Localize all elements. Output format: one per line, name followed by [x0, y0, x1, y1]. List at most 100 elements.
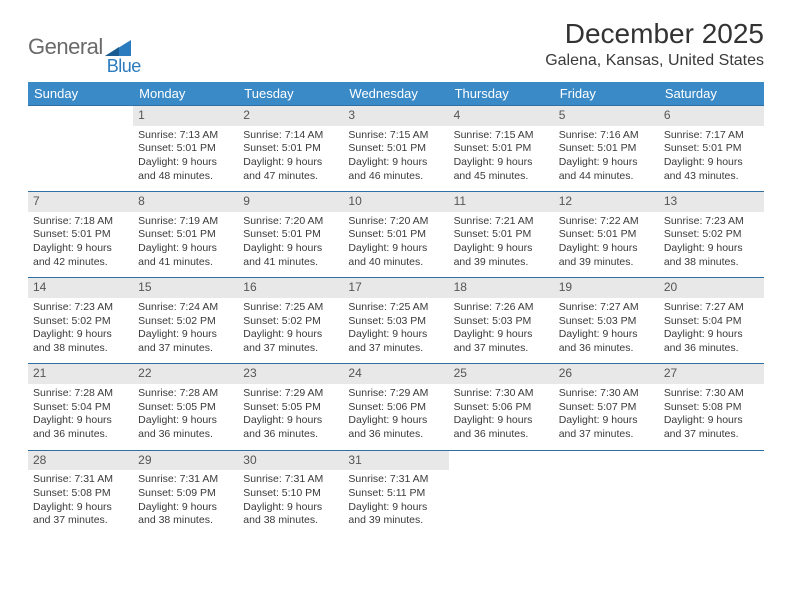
- sunrise-line: Sunrise: 7:31 AM: [348, 473, 443, 487]
- month-title: December 2025: [545, 18, 764, 50]
- day-details: Sunrise: 7:23 AMSunset: 5:02 PMDaylight:…: [659, 212, 764, 278]
- day-number: 5: [554, 106, 659, 126]
- sunset-line: Sunset: 5:01 PM: [243, 228, 338, 242]
- daylight-line: Daylight: 9 hours and 40 minutes.: [348, 242, 443, 269]
- sunset-line: Sunset: 5:01 PM: [348, 228, 443, 242]
- sunset-line: Sunset: 5:02 PM: [33, 315, 128, 329]
- day-details: Sunrise: 7:31 AMSunset: 5:11 PMDaylight:…: [343, 470, 448, 536]
- sunset-line: Sunset: 5:05 PM: [138, 401, 233, 415]
- calendar-cell: 27Sunrise: 7:30 AMSunset: 5:08 PMDayligh…: [659, 364, 764, 450]
- day-details: Sunrise: 7:29 AMSunset: 5:06 PMDaylight:…: [343, 384, 448, 450]
- calendar-cell: [449, 450, 554, 536]
- day-number: 23: [238, 364, 343, 384]
- daylight-line: Daylight: 9 hours and 38 minutes.: [138, 501, 233, 528]
- day-details: Sunrise: 7:23 AMSunset: 5:02 PMDaylight:…: [28, 298, 133, 364]
- daylight-line: Daylight: 9 hours and 36 minutes.: [664, 328, 759, 355]
- calendar-cell: [28, 106, 133, 192]
- day-number: 14: [28, 278, 133, 298]
- daylight-line: Daylight: 9 hours and 37 minutes.: [348, 328, 443, 355]
- sunset-line: Sunset: 5:02 PM: [138, 315, 233, 329]
- sunrise-line: Sunrise: 7:23 AM: [33, 301, 128, 315]
- day-number: 4: [449, 106, 554, 126]
- day-number: 12: [554, 192, 659, 212]
- sunrise-line: Sunrise: 7:13 AM: [138, 129, 233, 143]
- day-details: Sunrise: 7:27 AMSunset: 5:04 PMDaylight:…: [659, 298, 764, 364]
- logo: General Blue: [28, 18, 139, 67]
- daylight-line: Daylight: 9 hours and 36 minutes.: [33, 414, 128, 441]
- day-details: Sunrise: 7:14 AMSunset: 5:01 PMDaylight:…: [238, 126, 343, 192]
- calendar-cell: 9Sunrise: 7:20 AMSunset: 5:01 PMDaylight…: [238, 192, 343, 278]
- daylight-line: Daylight: 9 hours and 37 minutes.: [243, 328, 338, 355]
- sunset-line: Sunset: 5:01 PM: [454, 228, 549, 242]
- sunset-line: Sunset: 5:09 PM: [138, 487, 233, 501]
- daylight-line: Daylight: 9 hours and 47 minutes.: [243, 156, 338, 183]
- sunrise-line: Sunrise: 7:27 AM: [559, 301, 654, 315]
- day-details: Sunrise: 7:26 AMSunset: 5:03 PMDaylight:…: [449, 298, 554, 364]
- day-details: Sunrise: 7:17 AMSunset: 5:01 PMDaylight:…: [659, 126, 764, 192]
- day-number: 7: [28, 192, 133, 212]
- sunrise-line: Sunrise: 7:20 AM: [243, 215, 338, 229]
- day-number: 3: [343, 106, 448, 126]
- day-number: 31: [343, 451, 448, 471]
- calendar-header-row: SundayMondayTuesdayWednesdayThursdayFrid…: [28, 82, 764, 106]
- sunset-line: Sunset: 5:06 PM: [348, 401, 443, 415]
- sunrise-line: Sunrise: 7:28 AM: [33, 387, 128, 401]
- sunrise-line: Sunrise: 7:22 AM: [559, 215, 654, 229]
- day-details: Sunrise: 7:28 AMSunset: 5:05 PMDaylight:…: [133, 384, 238, 450]
- daylight-line: Daylight: 9 hours and 36 minutes.: [138, 414, 233, 441]
- calendar-row: 28Sunrise: 7:31 AMSunset: 5:08 PMDayligh…: [28, 450, 764, 536]
- calendar-cell: 26Sunrise: 7:30 AMSunset: 5:07 PMDayligh…: [554, 364, 659, 450]
- logo-text-blue: Blue: [107, 36, 141, 77]
- daylight-line: Daylight: 9 hours and 43 minutes.: [664, 156, 759, 183]
- day-details: Sunrise: 7:20 AMSunset: 5:01 PMDaylight:…: [238, 212, 343, 278]
- sunrise-line: Sunrise: 7:23 AM: [664, 215, 759, 229]
- day-number: 25: [449, 364, 554, 384]
- sunrise-line: Sunrise: 7:21 AM: [454, 215, 549, 229]
- calendar-row: 21Sunrise: 7:28 AMSunset: 5:04 PMDayligh…: [28, 364, 764, 450]
- day-details: Sunrise: 7:22 AMSunset: 5:01 PMDaylight:…: [554, 212, 659, 278]
- calendar-cell: 3Sunrise: 7:15 AMSunset: 5:01 PMDaylight…: [343, 106, 448, 192]
- day-header-friday: Friday: [554, 82, 659, 106]
- day-details: Sunrise: 7:21 AMSunset: 5:01 PMDaylight:…: [449, 212, 554, 278]
- sunrise-line: Sunrise: 7:18 AM: [33, 215, 128, 229]
- sunrise-line: Sunrise: 7:31 AM: [243, 473, 338, 487]
- sunrise-line: Sunrise: 7:19 AM: [138, 215, 233, 229]
- day-details: Sunrise: 7:15 AMSunset: 5:01 PMDaylight:…: [343, 126, 448, 192]
- sunset-line: Sunset: 5:11 PM: [348, 487, 443, 501]
- calendar-cell: [659, 450, 764, 536]
- calendar-cell: 22Sunrise: 7:28 AMSunset: 5:05 PMDayligh…: [133, 364, 238, 450]
- location-subtitle: Galena, Kansas, United States: [545, 52, 764, 70]
- sunset-line: Sunset: 5:01 PM: [33, 228, 128, 242]
- daylight-line: Daylight: 9 hours and 41 minutes.: [138, 242, 233, 269]
- sunset-line: Sunset: 5:01 PM: [348, 142, 443, 156]
- calendar-cell: 14Sunrise: 7:23 AMSunset: 5:02 PMDayligh…: [28, 278, 133, 364]
- calendar-cell: 30Sunrise: 7:31 AMSunset: 5:10 PMDayligh…: [238, 450, 343, 536]
- day-header-saturday: Saturday: [659, 82, 764, 106]
- daylight-line: Daylight: 9 hours and 41 minutes.: [243, 242, 338, 269]
- sunrise-line: Sunrise: 7:14 AM: [243, 129, 338, 143]
- day-details: Sunrise: 7:13 AMSunset: 5:01 PMDaylight:…: [133, 126, 238, 192]
- day-number: 27: [659, 364, 764, 384]
- calendar-cell: 1Sunrise: 7:13 AMSunset: 5:01 PMDaylight…: [133, 106, 238, 192]
- day-number: 24: [343, 364, 448, 384]
- daylight-line: Daylight: 9 hours and 45 minutes.: [454, 156, 549, 183]
- sunset-line: Sunset: 5:01 PM: [454, 142, 549, 156]
- calendar-cell: 19Sunrise: 7:27 AMSunset: 5:03 PMDayligh…: [554, 278, 659, 364]
- sunset-line: Sunset: 5:01 PM: [138, 142, 233, 156]
- sunset-line: Sunset: 5:10 PM: [243, 487, 338, 501]
- day-number: 8: [133, 192, 238, 212]
- day-number: 19: [554, 278, 659, 298]
- day-header-monday: Monday: [133, 82, 238, 106]
- daylight-line: Daylight: 9 hours and 36 minutes.: [559, 328, 654, 355]
- day-number: 13: [659, 192, 764, 212]
- title-block: December 2025 Galena, Kansas, United Sta…: [545, 18, 764, 76]
- sunset-line: Sunset: 5:06 PM: [454, 401, 549, 415]
- sunrise-line: Sunrise: 7:16 AM: [559, 129, 654, 143]
- sunset-line: Sunset: 5:02 PM: [243, 315, 338, 329]
- calendar-cell: 6Sunrise: 7:17 AMSunset: 5:01 PMDaylight…: [659, 106, 764, 192]
- day-number: 15: [133, 278, 238, 298]
- day-number: 22: [133, 364, 238, 384]
- day-number: 26: [554, 364, 659, 384]
- day-details: Sunrise: 7:30 AMSunset: 5:06 PMDaylight:…: [449, 384, 554, 450]
- calendar-cell: 28Sunrise: 7:31 AMSunset: 5:08 PMDayligh…: [28, 450, 133, 536]
